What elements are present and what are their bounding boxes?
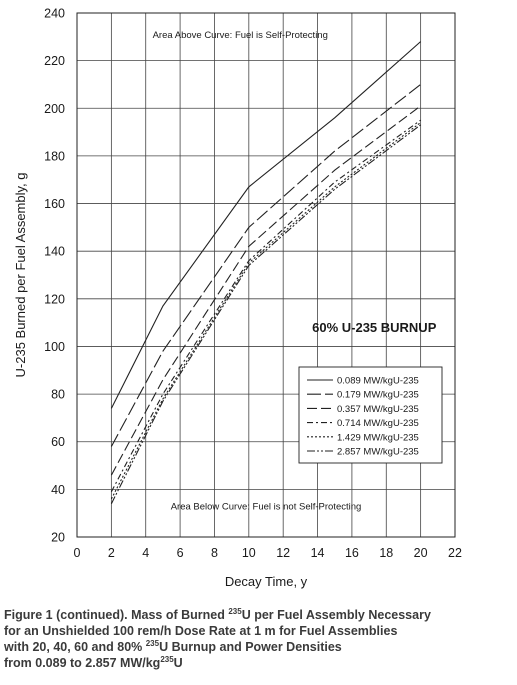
x-tick-label: 2 xyxy=(108,546,115,560)
y-tick-label: 180 xyxy=(44,149,65,163)
legend-label: 2.857 MW/kgU-235 xyxy=(337,447,419,458)
y-axis-title: U-235 Burned per Fuel Assembly, g xyxy=(13,173,28,378)
legend-label: 0.714 MW/kgU-235 xyxy=(337,418,419,429)
y-tick-label: 80 xyxy=(51,388,65,402)
series-line-6 xyxy=(110,124,421,504)
caption-text: from 0.089 to 2.857 MW/kg xyxy=(4,656,161,670)
x-tick-label: 12 xyxy=(276,546,290,560)
x-tick-label: 8 xyxy=(211,546,218,560)
caption-line-4: from 0.089 to 2.857 MW/kg235U xyxy=(4,655,514,671)
y-tick-label: 240 xyxy=(44,7,65,21)
caption-superscript: 235 xyxy=(145,638,160,648)
series-line-2 xyxy=(110,84,421,447)
chart: 0 2 4 6 8 10 12 14 16 18 20 22 20 40 60 80 100 120 140 160… xyxy=(13,7,462,590)
x-tick-label: 0 xyxy=(74,546,81,560)
caption-superscript: 235 xyxy=(228,606,242,616)
y-tick-label: 20 xyxy=(51,531,65,545)
legend-label: 0.089 MW/kgU-235 xyxy=(337,376,419,387)
caption-text: Figure 1 (continued). Mass of Burned xyxy=(4,608,229,622)
y-tick-label: 120 xyxy=(44,292,65,306)
legend-label: 1.429 MW/kgU-235 xyxy=(337,432,419,443)
caption-text: U Burnup and Power Densities xyxy=(159,640,342,654)
legend: 0.089 MW/kgU-235 0.179 MW/kgU-235 0.357 MW… xyxy=(298,366,443,464)
figure-caption: Figure 1 (continued). Mass of Burned 235… xyxy=(4,607,514,671)
annotation-below-curve: Area Below Curve: Fuel is not Self-Prote… xyxy=(171,502,362,513)
x-tick-label: 10 xyxy=(242,546,256,560)
caption-text: U xyxy=(173,656,183,670)
y-tick-label: 100 xyxy=(44,340,65,354)
caption-text: U per Fuel Assembly Necessary xyxy=(241,608,431,622)
series-lines xyxy=(110,41,421,504)
legend-label: 0.357 MW/kgU-235 xyxy=(337,404,419,415)
x-tick-label: 18 xyxy=(379,546,393,560)
x-tick-label: 4 xyxy=(142,546,149,560)
y-tick-label: 140 xyxy=(44,245,65,259)
caption-line-3: with 20, 40, 60 and 80% 235U Burnup and … xyxy=(4,639,514,655)
legend-label: 0.179 MW/kgU-235 xyxy=(337,390,419,401)
y-tick-label: 60 xyxy=(51,435,65,449)
x-tick-label: 14 xyxy=(311,546,325,560)
series-line-1 xyxy=(110,41,421,409)
y-tick-label: 160 xyxy=(44,197,65,211)
x-tick-label: 20 xyxy=(414,546,428,560)
series-line-3 xyxy=(110,105,421,476)
x-tick-label: 22 xyxy=(448,546,462,560)
caption-line-2: for an Unshielded 100 rem/h Dose Rate at… xyxy=(4,624,398,638)
y-tick-labels: 20 40 60 80 100 120 140 160 180 200 220 240 xyxy=(44,7,65,545)
plot-frame xyxy=(76,12,456,538)
y-tick-label: 200 xyxy=(44,102,65,116)
x-tick-label: 6 xyxy=(177,546,184,560)
x-tick-label: 16 xyxy=(345,546,359,560)
x-axis-title: Decay Time, y xyxy=(225,574,308,589)
y-tick-label: 40 xyxy=(51,483,65,497)
caption-superscript: 235 xyxy=(160,654,174,664)
series-line-4 xyxy=(110,119,421,492)
y-tick-label: 220 xyxy=(44,54,65,68)
caption-text: with 20, 40, 60 and 80% xyxy=(4,640,146,654)
annotation-above-curve: Area Above Curve: Fuel is Self-Protectin… xyxy=(153,30,328,41)
series-line-5 xyxy=(110,122,421,500)
x-tick-labels: 0 2 4 6 8 10 12 14 16 18 20 22 xyxy=(74,546,462,560)
caption-line-1: Figure 1 (continued). Mass of Burned 235… xyxy=(4,607,514,623)
burnup-label: 60% U-235 BURNUP xyxy=(312,320,437,335)
legend-box xyxy=(298,366,443,464)
